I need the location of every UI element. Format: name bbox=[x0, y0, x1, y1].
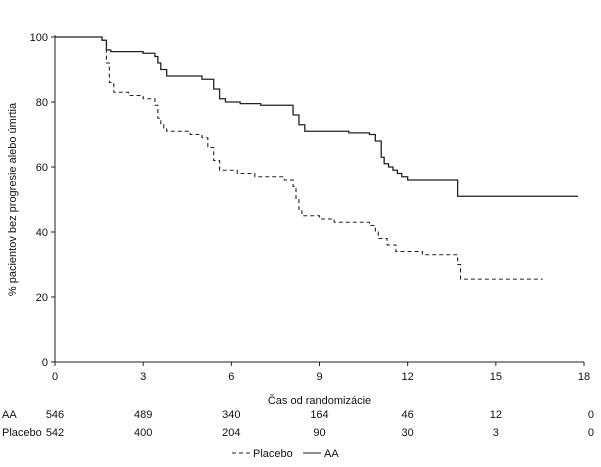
risk-cell: 30 bbox=[402, 427, 414, 439]
risk-cell: 400 bbox=[134, 427, 152, 439]
risk-cell: 0 bbox=[588, 409, 594, 421]
x-tick-label: 15 bbox=[490, 371, 502, 383]
x-tick-label: 0 bbox=[52, 371, 58, 383]
risk-cell: 204 bbox=[222, 427, 240, 439]
y-tick-label: 80 bbox=[36, 97, 48, 109]
axes: 0 20 40 60 80 100 0 3 6 9 12 15 18 % pacientov bez pr… bbox=[7, 32, 590, 407]
x-tick-label: 18 bbox=[578, 371, 590, 383]
x-tick-label: 6 bbox=[228, 371, 234, 383]
series-line-aa bbox=[55, 36, 579, 197]
legend-label-aa: AA bbox=[324, 448, 339, 460]
x-tick-label: 12 bbox=[402, 371, 414, 383]
x-tick-label: 3 bbox=[140, 371, 146, 383]
risk-row-label: Placebo bbox=[2, 427, 42, 439]
risk-cell: 542 bbox=[46, 427, 64, 439]
legend-label-placebo: Placebo bbox=[253, 448, 293, 460]
risk-cell: 489 bbox=[134, 409, 152, 421]
y-tick-label: 60 bbox=[36, 162, 48, 174]
risk-row-label: AA bbox=[2, 409, 17, 421]
legend: Placebo AA bbox=[232, 448, 339, 460]
series-layer bbox=[55, 36, 579, 280]
risk-cell: 90 bbox=[313, 427, 325, 439]
x-tick-label: 9 bbox=[316, 371, 322, 383]
y-tick-label: 100 bbox=[30, 32, 48, 44]
risk-cell: 3 bbox=[493, 427, 499, 439]
risk-cell: 546 bbox=[46, 409, 64, 421]
risk-cell: 12 bbox=[490, 409, 502, 421]
x-axis-label: Čas od randomizácie bbox=[268, 394, 371, 407]
y-tick-label: 0 bbox=[42, 357, 48, 369]
risk-cell: 0 bbox=[588, 427, 594, 439]
risk-cell: 164 bbox=[310, 409, 328, 421]
y-tick-label: 20 bbox=[36, 292, 48, 304]
y-axis-label: % pacientov bez progresie alebo úmrtia bbox=[7, 102, 19, 296]
y-tick-label: 40 bbox=[36, 227, 48, 239]
risk-cell: 340 bbox=[222, 409, 240, 421]
series-line-placebo bbox=[55, 36, 543, 280]
risk-cell: 46 bbox=[402, 409, 414, 421]
